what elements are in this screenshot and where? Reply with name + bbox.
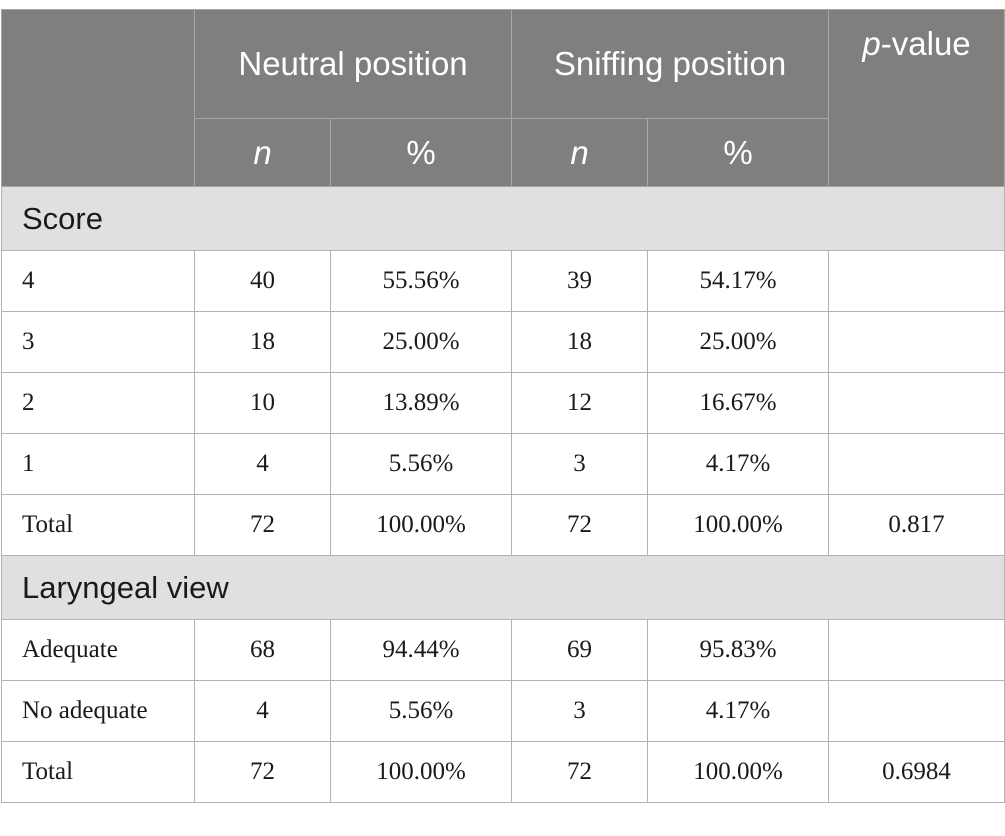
p-value-suffix: -value <box>880 25 971 62</box>
sniffing-percent-cell: 4.17% <box>647 680 830 742</box>
p-value-header: p-value <box>828 9 1005 187</box>
section-title: Laryngeal view <box>0 555 1005 620</box>
table-row: 2 10 13.89% 12 16.67% <box>1 372 1005 434</box>
p-value-cell <box>828 311 1005 373</box>
section-header-row: Laryngeal view <box>0 555 1005 620</box>
table-body: Score 4 40 55.56% 39 54.17% 3 18 25.00% 18 25.00% 2… <box>0 186 1005 803</box>
p-value-cell <box>828 250 1005 312</box>
sniffing-n-cell: 12 <box>511 372 649 434</box>
sniffing-n-cell: 72 <box>511 741 649 803</box>
sniffing-percent-cell: 100.00% <box>647 741 830 803</box>
sniffing-n-cell: 3 <box>511 433 649 495</box>
p-value-cell <box>828 433 1005 495</box>
neutral-percent-cell: 55.56% <box>329 250 513 312</box>
sniffing-percent-cell: 16.67% <box>647 372 830 434</box>
row-label: 2 <box>1 372 195 434</box>
sniffing-position-header: Sniffing position <box>511 9 830 119</box>
p-value-cell <box>828 680 1005 742</box>
p-value-letter: p <box>862 25 881 62</box>
row-label: 1 <box>1 433 195 495</box>
header-corner-cell <box>1 9 195 187</box>
neutral-percent-cell: 5.56% <box>329 680 513 742</box>
p-value-cell: 0.6984 <box>828 741 1005 803</box>
p-value-cell <box>828 619 1005 681</box>
sniffing-n-cell: 39 <box>511 250 649 312</box>
neutral-percent-cell: 100.00% <box>329 741 513 803</box>
table-row: No adequate 4 5.56% 3 4.17% <box>1 680 1005 742</box>
neutral-n-cell: 72 <box>194 494 331 556</box>
neutral-percent-cell: 13.89% <box>329 372 513 434</box>
p-value-cell <box>828 372 1005 434</box>
table-row: 3 18 25.00% 18 25.00% <box>1 311 1005 373</box>
neutral-position-header: Neutral position <box>193 9 513 119</box>
neutral-percent-cell: 94.44% <box>329 619 513 681</box>
results-table: Neutral position Sniffing position p-val… <box>0 9 1005 803</box>
neutral-n-cell: 72 <box>194 741 331 803</box>
neutral-n-cell: 4 <box>194 433 331 495</box>
sniffing-n-header: n <box>511 118 649 187</box>
row-label: No adequate <box>1 680 195 742</box>
sniffing-percent-cell: 100.00% <box>647 494 830 556</box>
table-row: Total 72 100.00% 72 100.00% 0.6984 <box>1 741 1005 803</box>
p-value-cell: 0.817 <box>828 494 1005 556</box>
neutral-n-cell: 40 <box>194 250 331 312</box>
neutral-n-header: n <box>194 118 331 187</box>
table-row: Adequate 68 94.44% 69 95.83% <box>1 619 1005 681</box>
sniffing-percent-cell: 25.00% <box>647 311 830 373</box>
sniffing-n-cell: 18 <box>511 311 649 373</box>
row-label: 4 <box>1 250 195 312</box>
table-row: 4 40 55.56% 39 54.17% <box>1 250 1005 312</box>
neutral-n-cell: 10 <box>194 372 331 434</box>
row-label: 3 <box>1 311 195 373</box>
sniffing-percent-cell: 4.17% <box>647 433 830 495</box>
neutral-percent-cell: 5.56% <box>329 433 513 495</box>
neutral-n-cell: 4 <box>194 680 331 742</box>
table-header: Neutral position Sniffing position p-val… <box>1 9 1005 187</box>
section-title: Score <box>0 186 1005 251</box>
sniffing-n-cell: 3 <box>511 680 649 742</box>
sniffing-percent-header: % <box>647 118 830 187</box>
sniffing-percent-cell: 54.17% <box>647 250 830 312</box>
row-label: Total <box>1 741 195 803</box>
row-label: Adequate <box>1 619 195 681</box>
table-row: 1 4 5.56% 3 4.17% <box>1 433 1005 495</box>
neutral-percent-header: % <box>329 118 513 187</box>
section-header-row: Score <box>0 186 1005 251</box>
sniffing-percent-cell: 95.83% <box>647 619 830 681</box>
row-label: Total <box>1 494 195 556</box>
neutral-n-cell: 18 <box>194 311 331 373</box>
neutral-n-cell: 68 <box>194 619 331 681</box>
neutral-percent-cell: 100.00% <box>329 494 513 556</box>
sniffing-n-cell: 69 <box>511 619 649 681</box>
sniffing-n-cell: 72 <box>511 494 649 556</box>
table-row: Total 72 100.00% 72 100.00% 0.817 <box>1 494 1005 556</box>
neutral-percent-cell: 25.00% <box>329 311 513 373</box>
